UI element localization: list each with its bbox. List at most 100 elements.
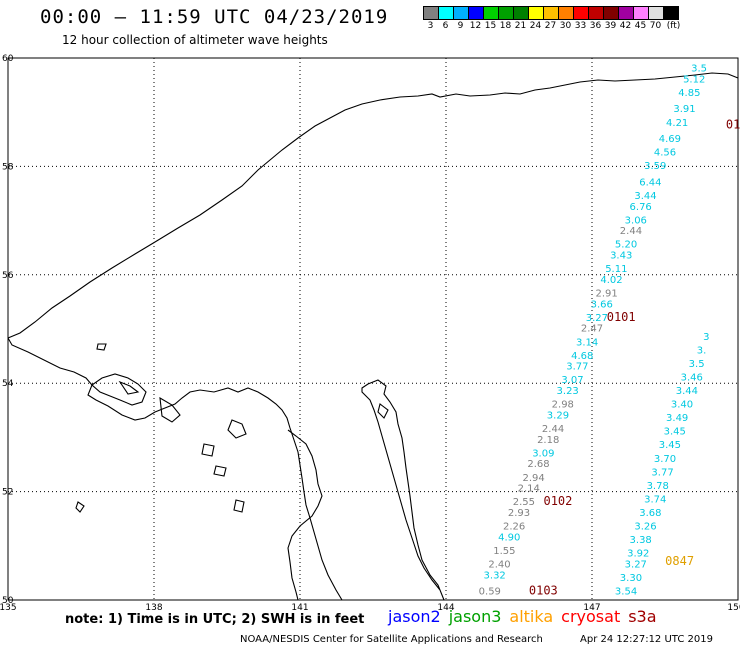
wave-height-value: 3.92 [627, 549, 649, 560]
wave-height-value: 3.44 [676, 386, 698, 397]
wave-height-value: 2.18 [537, 435, 559, 446]
map-grid [8, 58, 738, 600]
island-outline [201, 443, 215, 457]
altimeter-track-1: 0.59 3.322.40 1.55 4.902.26 2.932.55 2.142.94… [479, 64, 707, 598]
wave-height-value: 4.56 [654, 148, 676, 159]
satellite-legend-item: jason2 [388, 607, 441, 626]
lon-tick-label: 150 [727, 603, 740, 613]
wave-height-value: 3.45 [664, 427, 686, 438]
island-outline [233, 499, 245, 513]
wave-height-value: 2.68 [527, 459, 549, 470]
color-scale-label: 24 [529, 21, 542, 31]
color-scale-label: 18 [499, 21, 512, 31]
wave-height-value: 3.78 [647, 481, 669, 492]
credit-text: NOAA/NESDIS Center for Satellite Applica… [240, 634, 543, 645]
wave-height-value: 3.70 [654, 454, 676, 465]
wave-height-value: 4.68 [571, 351, 593, 362]
wave-height-value: 6.76 [630, 202, 652, 213]
wave-height-value: 4.21 [666, 118, 688, 129]
altimeter-track-2: 3.54 3.30 3.273.92 3.38 3.26 3.68 3.74 3.78 3.77… [615, 332, 710, 598]
page-subtitle: 12 hour collection of altimeter wave hei… [62, 33, 328, 47]
coastline [7, 72, 739, 601]
pass-time-label: 0102 [543, 494, 572, 508]
wave-height-value: 2.55 [513, 497, 535, 508]
wave-height-value: 2.44 [542, 424, 564, 435]
wave-height-value: 3.49 [666, 413, 688, 424]
color-scale-label: 27 [544, 21, 557, 31]
lat-tick-label: 58 [2, 162, 14, 172]
lon-tick-label: 144 [437, 603, 454, 613]
lat-tick-label: 50 [2, 596, 14, 606]
color-scale-label: 33 [574, 21, 587, 31]
pass-time-label: 01 [726, 117, 740, 131]
wave-height-value: 3.29 [547, 410, 569, 421]
wave-height-value: 2.94 [522, 473, 544, 484]
color-scale-label: 42 [619, 21, 632, 31]
footer-note: note: 1) Time is in UTC; 2) SWH is in fe… [65, 612, 365, 627]
wave-height-value: 3.26 [634, 522, 656, 533]
wave-height-value: 2.44 [620, 226, 642, 237]
wave-height-value: 3.45 [659, 440, 681, 451]
wave-height-value: 2.40 [488, 559, 510, 570]
wave-height-value: 3.43 [610, 251, 632, 262]
color-scale-label: 9 [457, 21, 464, 31]
lat-tick-label: 60 [2, 54, 14, 64]
wave-height-value: 4.02 [600, 275, 622, 286]
wave-height-value: 3.74 [644, 494, 666, 505]
wave-height-value: 2.93 [508, 508, 530, 519]
color-scale-labels: 3 6 9 12 15 18 21 24 27 30 33 36 39 42 45 70 (ft) [423, 21, 681, 31]
wave-height-value: 3.66 [591, 299, 613, 310]
color-scale [423, 6, 679, 20]
mainland-coast-south [287, 429, 323, 601]
color-scale-unit: (ft) [666, 21, 681, 31]
wave-height-value: 3.30 [620, 573, 642, 584]
wave-height-value: 3.38 [630, 535, 652, 546]
wave-height-value: 4.69 [659, 134, 681, 145]
wave-height-value: 5.11 [605, 264, 627, 275]
wave-height-value: 3.14 [576, 337, 598, 348]
wave-height-value: 3.59 [644, 161, 666, 172]
lat-tick-label: 52 [2, 488, 13, 498]
color-swatch [663, 6, 679, 20]
wave-height-value: 3.44 [634, 191, 656, 202]
wave-height-value: 3.07 [561, 375, 583, 386]
wave-height-value: 5.20 [615, 240, 637, 251]
sakhalin-island [361, 379, 445, 601]
pass-time-label: 0103 [529, 584, 558, 598]
wave-height-value: 3.40 [671, 400, 693, 411]
wave-height-value: 2.14 [518, 484, 540, 495]
generated-timestamp: Apr 24 12:27:12 UTC 2019 [580, 634, 713, 645]
lat-tick-label: 54 [2, 379, 14, 389]
satellite-legend: jason2 jason3 altika cryosat s3a [388, 607, 665, 626]
wave-height-value: 0.59 [479, 587, 501, 598]
wave-height-value: 2.91 [595, 288, 617, 299]
wave-height-value: 3.46 [681, 372, 703, 383]
color-scale-label: 3 [427, 21, 434, 31]
color-scale-label: 39 [604, 21, 617, 31]
wave-height-value: 3.32 [484, 570, 506, 581]
lon-tick-label: 138 [145, 603, 162, 613]
mainland-coast-west [7, 337, 343, 601]
wave-height-value: 3.09 [532, 448, 554, 459]
island-outline [227, 419, 247, 439]
wave-height-value: 4.90 [498, 532, 520, 543]
color-scale-label: 45 [634, 21, 647, 31]
pass-time-label: 0847 [665, 554, 694, 568]
wave-height-value: 3.27 [625, 559, 647, 570]
wave-height-value: 3.54 [615, 587, 637, 598]
wave-height-value: 3.23 [557, 386, 579, 397]
satellite-legend-item: cryosat [561, 607, 621, 626]
wave-height-value: 3. [697, 345, 707, 356]
lon-tick-label: 135 [0, 603, 17, 613]
pass-time-label: 0101 [607, 310, 636, 324]
wave-height-value: 3.5 [689, 359, 705, 370]
lat-tick-label: 56 [2, 271, 14, 281]
wave-height-value: 4.85 [678, 88, 700, 99]
color-scale-label: 36 [589, 21, 602, 31]
color-scale-label: 30 [559, 21, 572, 31]
wave-height-value: 2.47 [581, 324, 603, 335]
island-outline [96, 343, 107, 351]
axis-labels: 135 138 141 144 147 150 50 52 54 56 58 60 [0, 54, 740, 613]
mainland-coast-north [7, 72, 739, 339]
